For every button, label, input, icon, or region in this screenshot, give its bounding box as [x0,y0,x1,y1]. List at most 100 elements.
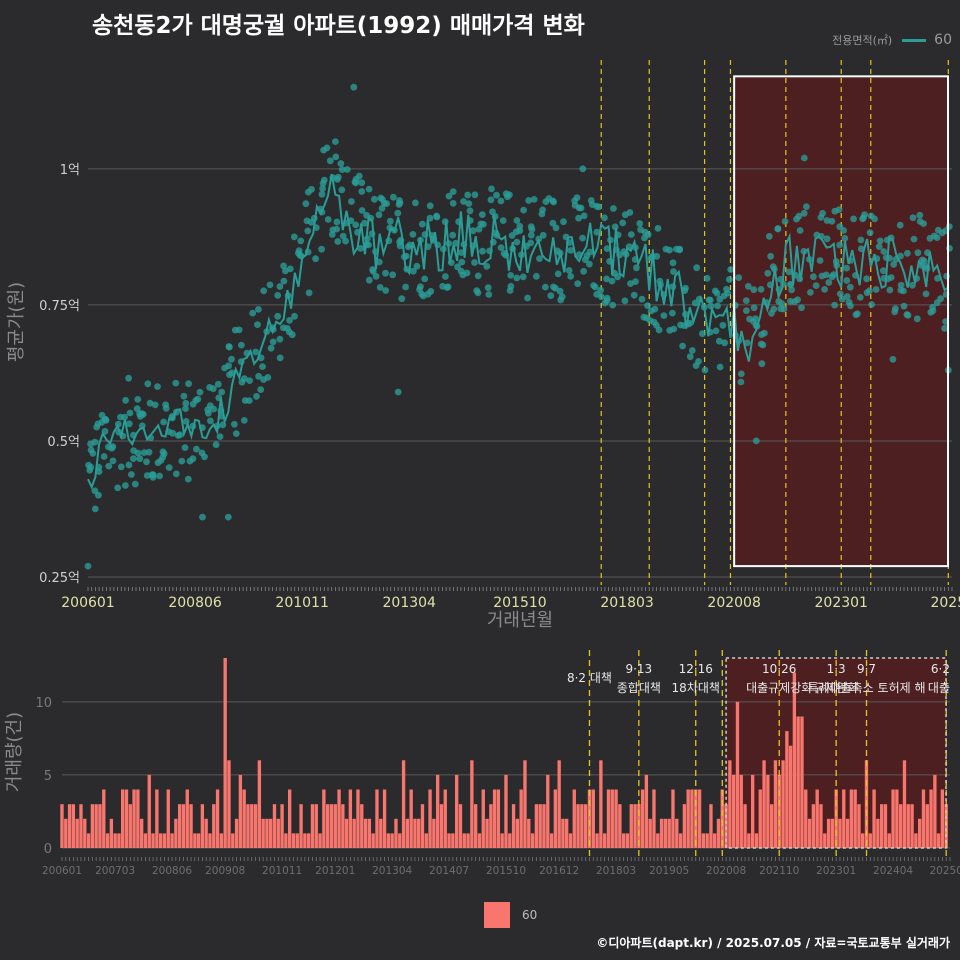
price-point [816,257,824,264]
volume-bar [849,789,854,848]
price-point [941,324,948,332]
price-point [257,386,265,393]
volume-bar [474,804,478,848]
price-point [207,417,214,425]
x-axis-title: 거래년월 [487,610,553,631]
price-point [240,417,248,424]
price-point [372,272,380,280]
volume-bar [102,789,106,848]
price-point [91,505,99,513]
price-point [383,200,390,208]
y-tick-label: 0.5억 [47,435,80,450]
volume-bar [766,774,770,848]
legend-label: 60 [934,32,952,48]
price-point [172,379,180,387]
volume-bar [747,833,751,848]
price-point [586,260,593,268]
price-point [788,286,795,294]
volume-bar [629,804,633,848]
price-point [488,185,495,193]
price-point [176,431,184,439]
price-point [182,405,189,412]
x-tick-label: 202404 [873,865,913,877]
volume-bar [656,833,660,848]
price-point [466,207,474,215]
volume-bar [212,804,216,848]
volume-bar [193,833,197,848]
price-point [591,283,599,291]
price-point [394,209,402,217]
price-point [737,378,745,386]
volume-bar [652,789,656,848]
price-point [218,388,226,396]
price-point [241,375,248,382]
volume-bar [910,804,914,848]
price-point [235,326,243,334]
price-point [358,188,366,195]
price-point [750,286,758,294]
annotation-date: 1·3 [827,662,846,676]
volume-bar [322,789,326,848]
volume-bar [508,833,512,848]
volume-bar [705,833,709,848]
volume-bar [189,804,193,848]
y-axis-title: 거래량(건) [4,712,25,792]
volume-bar [883,804,888,848]
volume-bar [439,804,444,848]
price-point [269,338,277,346]
price-point [861,211,868,219]
price-point [480,220,487,228]
price-point [614,273,621,281]
price-point [143,458,150,466]
price-point [416,286,423,293]
price-point [136,455,144,463]
price-point [556,287,564,295]
volume-bar [462,833,466,848]
annotation-label: 규제완화 [814,681,858,695]
price-point [199,513,206,521]
volume-bar [250,804,254,848]
volume-bar [143,833,148,848]
volume-bar [432,818,436,848]
price-point [597,286,604,294]
y-tick-label: 0 [44,842,52,857]
price-point [937,295,944,303]
price-point [727,266,735,273]
price-point [567,273,575,280]
price-point [140,449,148,456]
price-point [209,385,217,393]
price-point [735,274,743,281]
volume-bar [633,804,637,848]
price-point [328,231,336,238]
price-point [847,302,854,310]
volume-bar [796,716,800,848]
volume-bar [447,833,451,848]
price-point [154,383,161,390]
price-point [527,231,535,239]
volume-bar [379,818,383,848]
volume-bar [709,804,713,848]
price-point [449,188,457,196]
price-point [900,287,907,295]
x-tick-label: 200806 [152,865,192,877]
price-point [117,463,125,471]
price-point [497,244,505,252]
price-point [369,266,376,273]
volume-bar [291,833,296,848]
volume-bar [124,789,129,848]
price-point [409,267,417,275]
price-point [850,215,857,223]
price-point [603,294,611,302]
price-point [897,252,904,260]
price-point [125,420,133,428]
price-point [872,286,880,293]
price-point [280,277,288,285]
price-point [469,227,477,235]
price-point [102,416,109,423]
price-point [934,275,941,282]
x-tick-label: 20250 [930,865,960,877]
price-point [182,418,190,425]
price-point [169,429,177,437]
volume-bar [162,833,167,848]
price-point [254,321,261,328]
